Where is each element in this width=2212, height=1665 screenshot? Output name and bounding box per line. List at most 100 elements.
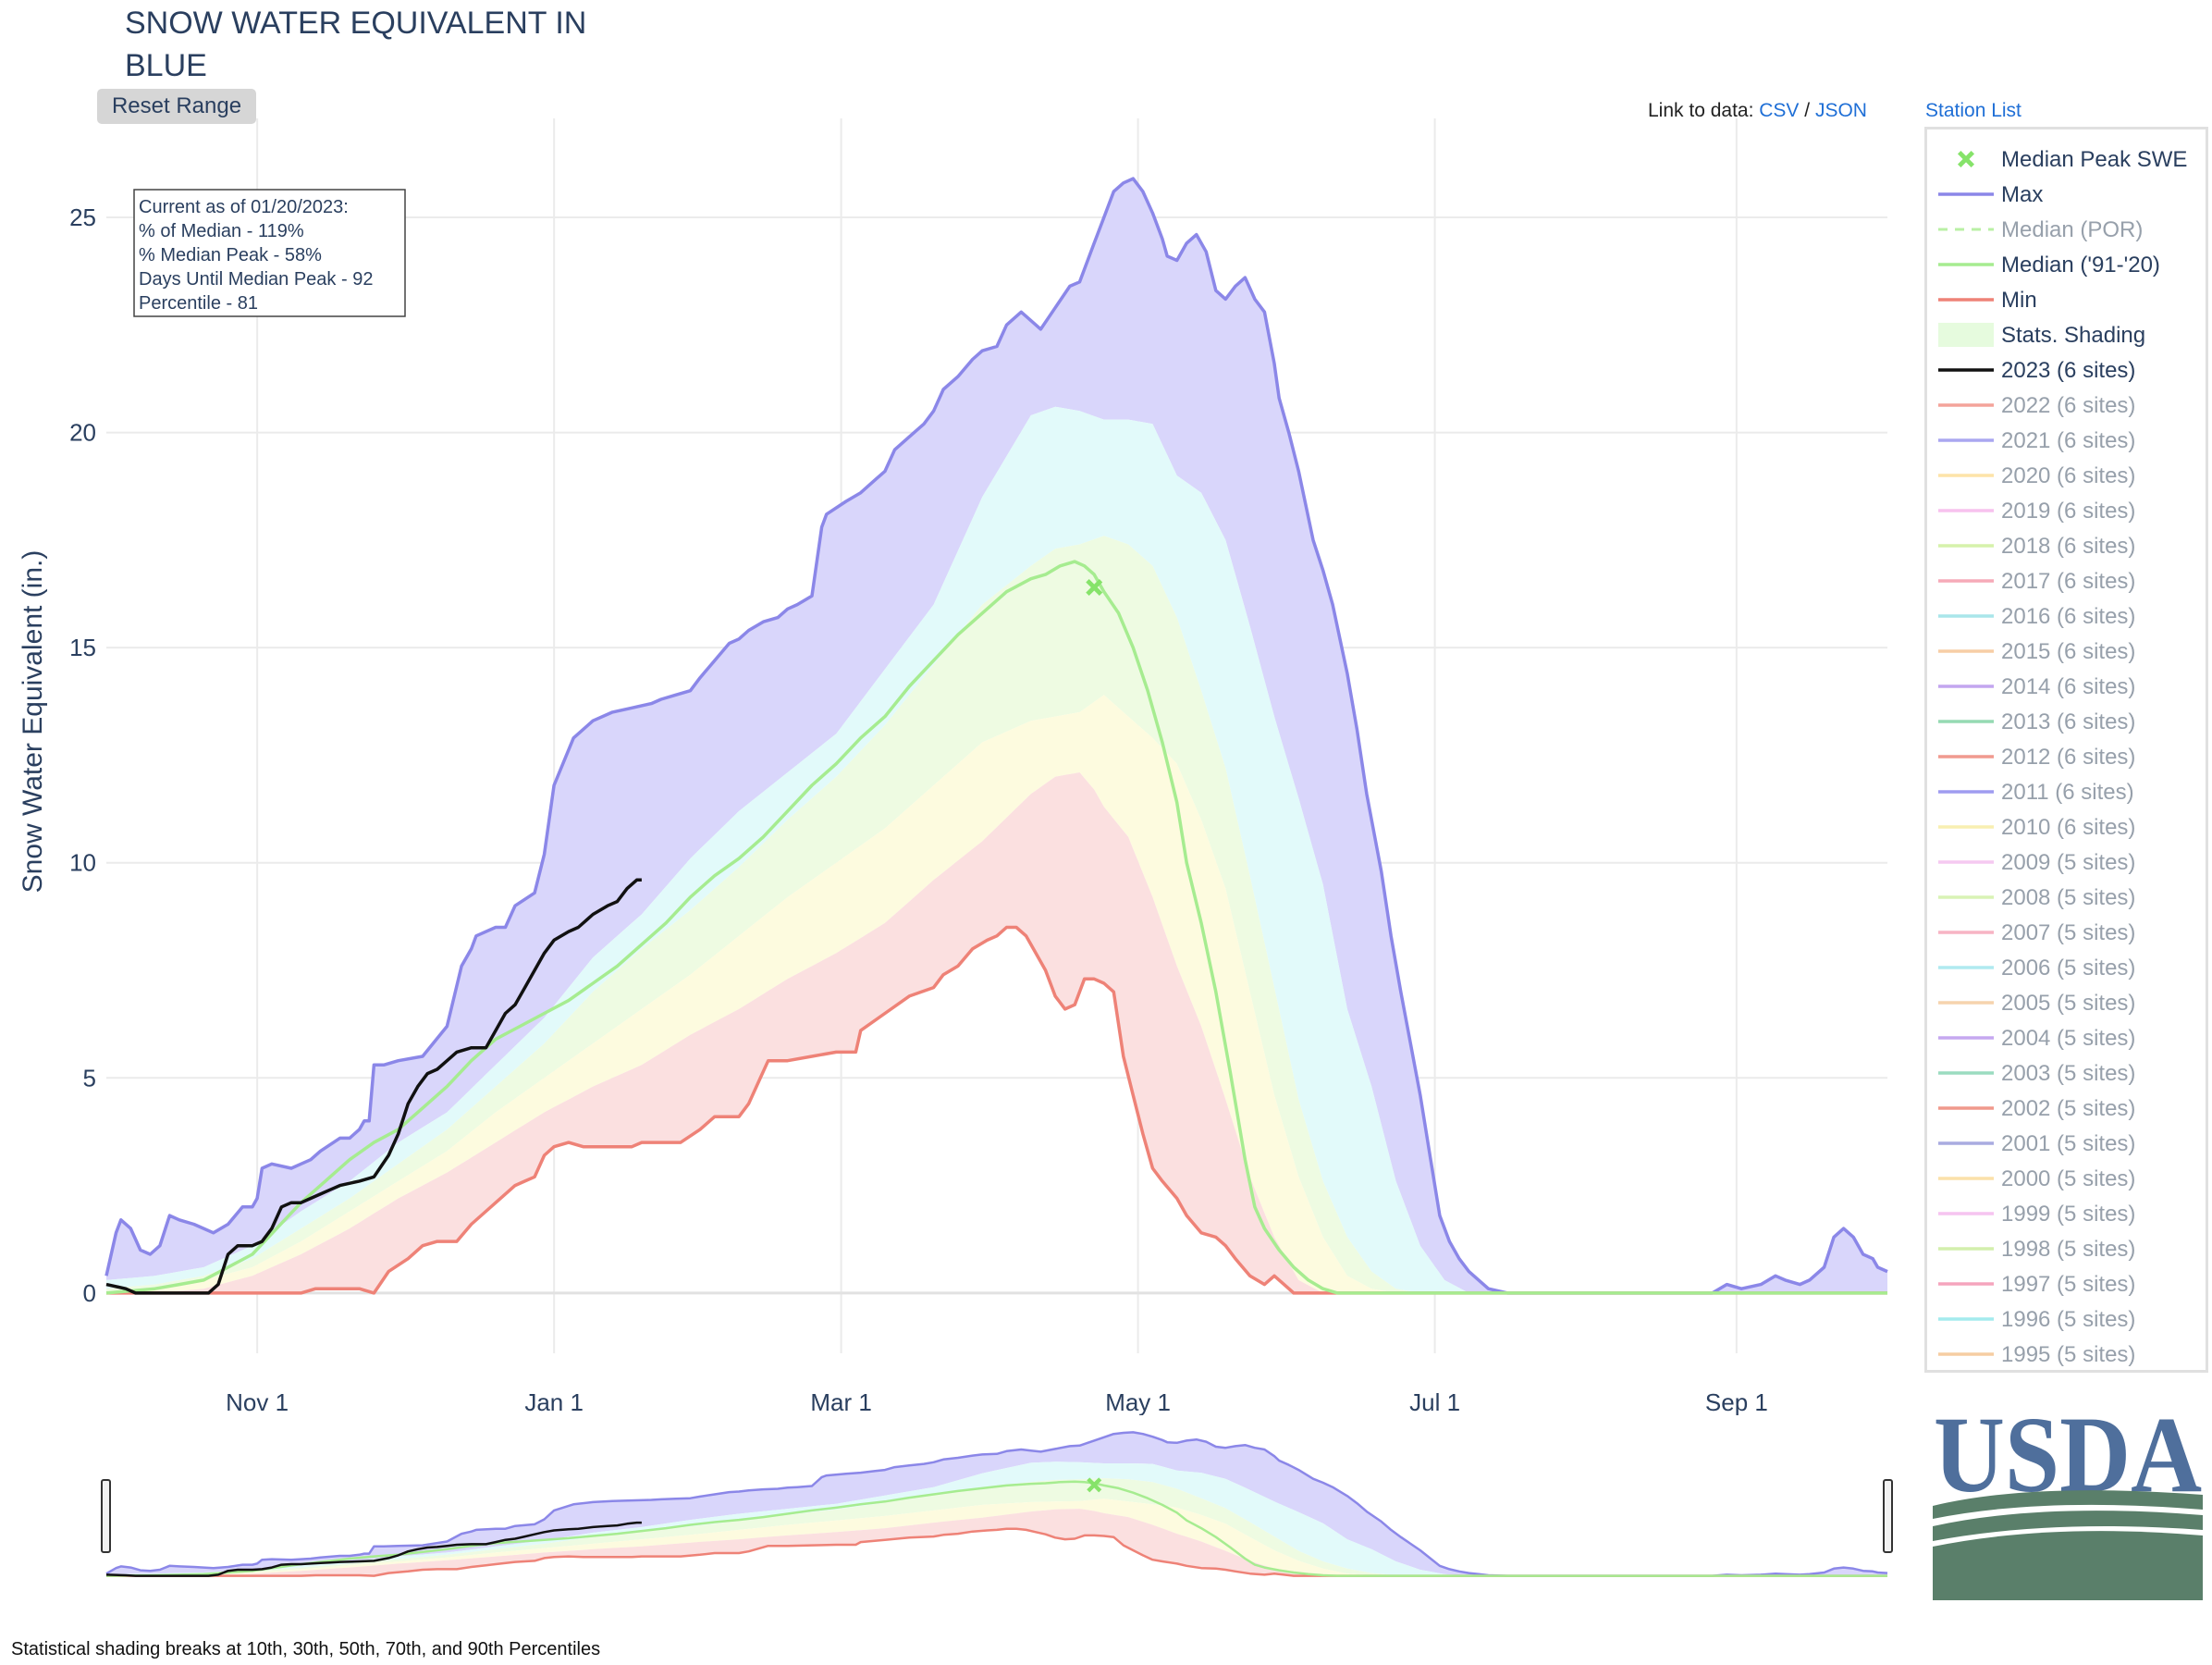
range-slider-median-peak-marker (1087, 1477, 1102, 1493)
legend-symbol (1938, 263, 1994, 266)
y-tick-label: 0 (83, 1279, 96, 1307)
legend-label: 2021 (6 sites) (2001, 428, 2136, 453)
annotation-box (133, 189, 406, 317)
legend-item[interactable]: 2022 (6 sites) (1927, 388, 2205, 423)
legend-item[interactable]: Min (1927, 282, 2205, 317)
legend-label: 2004 (5 sites) (2001, 1026, 2136, 1051)
legend-label: 2011 (6 sites) (2001, 780, 2134, 805)
legend-symbol (1938, 614, 1994, 618)
legend-label: 2008 (5 sites) (2001, 885, 2136, 910)
legend-label: 2017 (6 sites) (2001, 569, 2136, 594)
legend-item[interactable]: 2004 (5 sites) (1927, 1020, 2205, 1055)
legend-symbol (1938, 474, 1994, 477)
reset-range-button[interactable]: Reset Range (97, 89, 256, 124)
legend-label: 2022 (6 sites) (2001, 393, 2136, 418)
legend-symbol (1938, 895, 1994, 899)
series-median-line[interactable] (105, 560, 1887, 1295)
legend-item[interactable]: 2000 (5 sites) (1927, 1161, 2205, 1196)
usda-logo: USDA (1933, 1406, 2203, 1600)
legend-symbol (1938, 1071, 1994, 1075)
legend-label: 2018 (6 sites) (2001, 534, 2136, 559)
legend-symbol (1938, 720, 1994, 723)
range-slider-markers (1087, 1477, 1102, 1493)
legend-fill-symbol (1938, 323, 1994, 347)
series-min-line[interactable] (106, 925, 1887, 1295)
data-links-label: Link to data: (1648, 100, 1760, 121)
range-slider-bands (106, 1432, 1887, 1576)
legend-item[interactable]: 1998 (5 sites) (1927, 1231, 2205, 1266)
legend-symbol (1938, 228, 1994, 231)
chart-series-lines[interactable] (104, 177, 1888, 1295)
y-tick-label: 10 (69, 849, 96, 877)
legend-item[interactable]: 2019 (6 sites) (1927, 493, 2205, 528)
legend-item[interactable]: 2023 (6 sites) (1927, 352, 2205, 388)
legend-item[interactable]: 1999 (5 sites) (1927, 1196, 2205, 1231)
legend-symbol (1938, 860, 1994, 864)
legend-symbol (1938, 755, 1994, 758)
legend-symbol (1938, 323, 1994, 347)
legend-symbol (1938, 298, 1994, 302)
legend-symbol (1938, 509, 1994, 512)
legend-item[interactable]: 2010 (6 sites) (1927, 809, 2205, 845)
x-tick-label: Jan 1 (524, 1388, 584, 1416)
station-list-link[interactable]: Station List (1925, 100, 2022, 121)
band-max-p90 (106, 179, 1887, 1293)
legend-label: 2014 (6 sites) (2001, 674, 2136, 699)
range-slider[interactable] (101, 1415, 1893, 1584)
chart-title: SNOW WATER EQUIVALENT IN BLUE (125, 2, 680, 87)
legend-item[interactable]: 2006 (5 sites) (1927, 950, 2205, 985)
legend-item[interactable]: 2003 (5 sites) (1927, 1055, 2205, 1091)
legend-item[interactable]: 2014 (6 sites) (1927, 669, 2205, 704)
legend-item[interactable]: 2017 (6 sites) (1927, 563, 2205, 598)
legend-item[interactable]: 1995 (5 sites) (1927, 1337, 2205, 1372)
usda-logo-swoosh-1 (1933, 1490, 2203, 1519)
legend-item[interactable]: Median Peak SWE (1927, 142, 2205, 177)
legend-label: 2020 (6 sites) (2001, 463, 2136, 488)
json-link[interactable]: JSON (1814, 100, 1867, 121)
legend-symbol (1938, 1212, 1994, 1215)
legend-symbol (1938, 684, 1994, 688)
range-slider-band-p30-min (106, 1509, 1887, 1576)
range-slider-series-median-line (105, 1480, 1887, 1577)
x-tick-label: May 1 (1105, 1388, 1171, 1416)
legend-item[interactable]: 1996 (5 sites) (1927, 1301, 2205, 1337)
range-slider-left-handle[interactable] (101, 1479, 111, 1553)
legend-item[interactable]: 2007 (5 sites) (1927, 915, 2205, 950)
legend-item[interactable]: 2020 (6 sites) (1927, 458, 2205, 493)
legend-item[interactable]: 2018 (6 sites) (1927, 528, 2205, 563)
status-annotation: Current as of 01/20/2023: % of Median - … (133, 189, 406, 317)
legend-symbol (1938, 1141, 1994, 1145)
legend-item[interactable]: Median (POR) (1927, 212, 2205, 247)
data-links: Link to data: CSV / JSON (1648, 100, 1867, 122)
legend-label: 1998 (5 sites) (2001, 1237, 2136, 1262)
legend-item[interactable]: 2008 (5 sites) (1927, 880, 2205, 915)
legend-label: 2023 (6 sites) (2001, 358, 2136, 383)
legend-item[interactable]: 2012 (6 sites) (1927, 739, 2205, 774)
legend-item[interactable]: 2001 (5 sites) (1927, 1126, 2205, 1161)
usda-logo-field (1933, 1531, 2203, 1600)
legend-label: 2013 (6 sites) (2001, 709, 2136, 734)
legend-item[interactable]: 2015 (6 sites) (1927, 634, 2205, 669)
legend-item[interactable]: 2005 (5 sites) (1927, 985, 2205, 1020)
legend-item[interactable]: 2021 (6 sites) (1927, 423, 2205, 458)
legend-item[interactable]: 2011 (6 sites) (1927, 774, 2205, 809)
legend-item[interactable]: 2009 (5 sites) (1927, 845, 2205, 880)
x-tick-label: Sep 1 (1705, 1388, 1768, 1416)
legend-item[interactable]: Median ('91-'20) (1927, 247, 2205, 282)
legend-item[interactable]: Max (1927, 177, 2205, 212)
series-2023-line[interactable] (105, 878, 642, 1295)
legend-item[interactable]: 1997 (5 sites) (1927, 1266, 2205, 1301)
legend-item[interactable]: 2002 (5 sites) (1927, 1091, 2205, 1126)
series-max-line[interactable] (104, 177, 1888, 1295)
legend-item[interactable]: 2016 (6 sites) (1927, 598, 2205, 634)
legend-symbol (1958, 151, 1974, 167)
legend-median-peak-marker (1958, 151, 1974, 167)
legend-item[interactable]: Stats. Shading (1927, 317, 2205, 352)
legend-symbol (1938, 438, 1994, 442)
annotation-line4: Days Until Median Peak - 92 (139, 269, 373, 290)
legend-item[interactable]: 2013 (6 sites) (1927, 704, 2205, 739)
csv-link[interactable]: CSV (1759, 100, 1800, 121)
y-tick-label: 20 (69, 419, 96, 447)
legend-label: 2001 (5 sites) (2001, 1131, 2136, 1156)
range-slider-right-handle[interactable] (1883, 1479, 1893, 1553)
